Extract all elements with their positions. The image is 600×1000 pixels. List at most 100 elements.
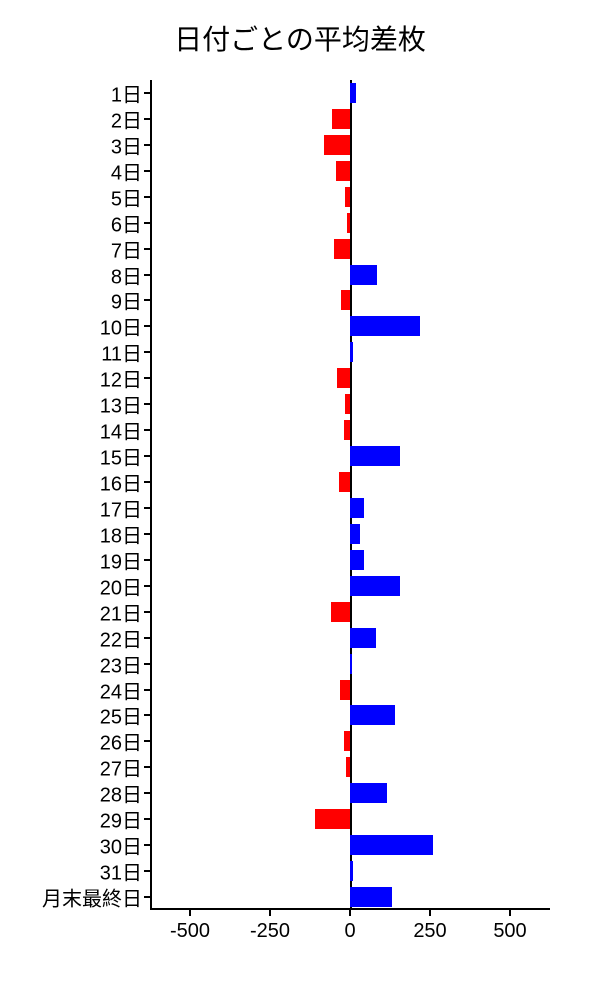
y-label: 27日 (100, 753, 142, 782)
x-tick (349, 910, 351, 916)
x-label: -500 (170, 920, 210, 943)
y-tick (144, 792, 150, 794)
y-tick (144, 585, 150, 587)
bar (350, 446, 400, 466)
y-tick (144, 118, 150, 120)
bar (350, 887, 392, 907)
y-label: 18日 (100, 519, 142, 548)
y-tick (144, 663, 150, 665)
y-tick (144, 377, 150, 379)
y-tick (144, 325, 150, 327)
y-tick (144, 429, 150, 431)
x-label: 250 (413, 920, 446, 943)
y-tick (144, 507, 150, 509)
bar (350, 265, 377, 285)
chart-title: 日付ごとの平均差枚 (0, 18, 600, 58)
bar (350, 835, 433, 855)
y-tick (144, 351, 150, 353)
x-tick (509, 910, 511, 916)
y-tick (144, 611, 150, 613)
bar (336, 161, 350, 181)
bar (340, 680, 350, 700)
y-label: 22日 (100, 623, 142, 652)
y-label: 4日 (111, 156, 142, 185)
y-tick (144, 299, 150, 301)
bar (315, 809, 350, 829)
y-tick (144, 144, 150, 146)
y-tick (144, 533, 150, 535)
y-tick (144, 559, 150, 561)
bar (345, 187, 350, 207)
x-tick (189, 910, 191, 916)
bar (350, 316, 420, 336)
y-tick (144, 248, 150, 250)
bar (350, 83, 356, 103)
bar (350, 861, 353, 881)
y-tick (144, 222, 150, 224)
bar (350, 550, 364, 570)
y-label: 20日 (100, 571, 142, 600)
y-label: 3日 (111, 130, 142, 159)
x-label: -250 (250, 920, 290, 943)
bar (350, 576, 400, 596)
bar (350, 524, 360, 544)
y-label: 5日 (111, 182, 142, 211)
y-tick (144, 714, 150, 716)
bar (334, 239, 350, 259)
y-tick (144, 870, 150, 872)
y-tick (144, 196, 150, 198)
y-tick (144, 740, 150, 742)
y-axis (150, 80, 152, 910)
y-tick (144, 455, 150, 457)
y-tick (144, 92, 150, 94)
x-label: 0 (344, 920, 355, 943)
y-label: 25日 (100, 701, 142, 730)
y-label: 9日 (111, 286, 142, 315)
x-tick (269, 910, 271, 916)
bar (331, 602, 350, 622)
y-label: 13日 (100, 390, 142, 419)
bar (347, 213, 350, 233)
y-tick (144, 481, 150, 483)
y-label: 29日 (100, 805, 142, 834)
bar (346, 757, 350, 777)
bar (350, 628, 376, 648)
y-tick (144, 274, 150, 276)
bar (350, 783, 387, 803)
y-label: 1日 (111, 78, 142, 107)
y-tick (144, 896, 150, 898)
bar (332, 109, 350, 129)
y-label: 30日 (100, 831, 142, 860)
bar (339, 472, 350, 492)
bar (344, 731, 350, 751)
y-label: 26日 (100, 727, 142, 756)
bar (337, 368, 350, 388)
y-label: 12日 (100, 364, 142, 393)
y-label: 6日 (111, 208, 142, 237)
y-tick (144, 844, 150, 846)
bar (350, 705, 395, 725)
y-label: 14日 (100, 416, 142, 445)
bar (324, 135, 350, 155)
y-tick (144, 170, 150, 172)
y-label: 7日 (111, 234, 142, 263)
y-label: 23日 (100, 649, 142, 678)
y-label: 2日 (111, 104, 142, 133)
y-tick (144, 818, 150, 820)
y-label: 10日 (100, 312, 142, 341)
x-tick (429, 910, 431, 916)
y-tick (144, 637, 150, 639)
y-label: 15日 (100, 442, 142, 471)
y-label: 24日 (100, 675, 142, 704)
y-label: 11日 (101, 338, 142, 367)
y-label: 21日 (100, 597, 142, 626)
y-label: 8日 (111, 260, 142, 289)
chart-container: 日付ごとの平均差枚 1日2日3日4日5日6日7日8日9日10日11日12日13日… (0, 0, 600, 1000)
y-tick (144, 766, 150, 768)
y-label: 17日 (100, 493, 142, 522)
plot-area (150, 80, 550, 910)
y-label: 31日 (100, 857, 142, 886)
y-tick (144, 403, 150, 405)
y-label: 19日 (100, 545, 142, 574)
bar (350, 654, 352, 674)
